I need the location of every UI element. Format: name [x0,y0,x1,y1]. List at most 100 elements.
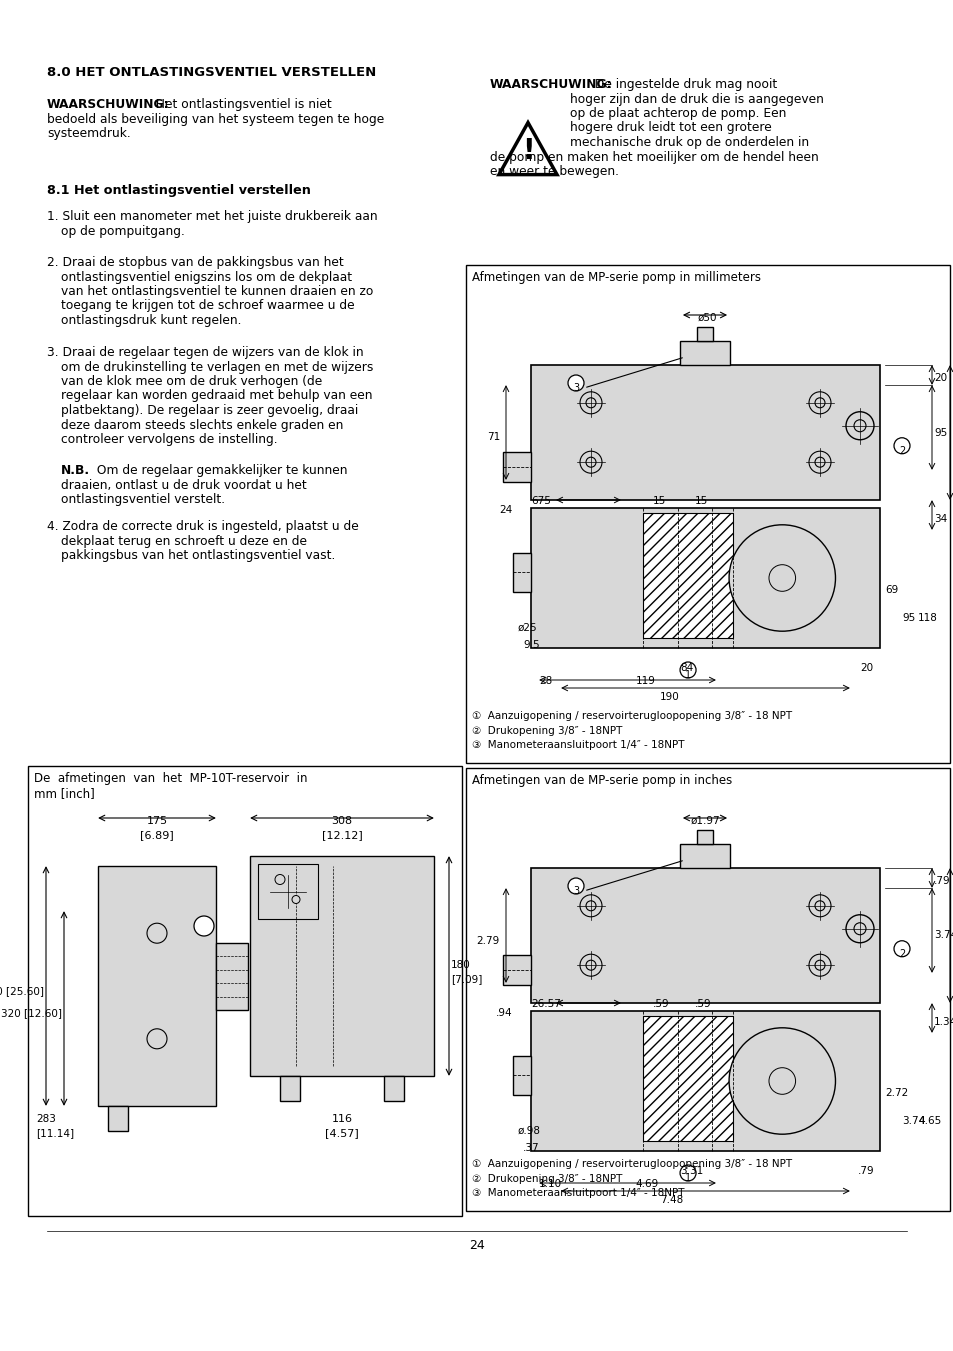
Text: Afmetingen van de MP-serie pomp in inches: Afmetingen van de MP-serie pomp in inche… [472,774,732,788]
Text: 28: 28 [538,676,552,686]
Bar [250,857,434,1075]
Text: 8.0 HET ONTLASTINGSVENTIEL VERSTELLEN: 8.0 HET ONTLASTINGSVENTIEL VERSTELLEN [47,66,375,78]
Text: 320 [12.60]: 320 [12.60] [1,1008,62,1019]
Text: 2.72: 2.72 [884,1088,907,1098]
Text: van de klok mee om de druk verhogen (de: van de klok mee om de druk verhogen (de [61,376,322,388]
Text: 71: 71 [486,432,499,443]
Text: 3.74: 3.74 [901,1116,924,1125]
Text: ontlastingsventiel verstelt.: ontlastingsventiel verstelt. [61,493,225,507]
Text: de pomp en maken het moeilijker om de hendel heen: de pomp en maken het moeilijker om de he… [490,150,818,163]
Circle shape [768,1067,795,1094]
Text: De  afmetingen  van  het  MP-10T-reservoir  in: De afmetingen van het MP-10T-reservoir i… [34,771,307,785]
Text: 174: 174 [951,432,953,443]
Text: toegang te krijgen tot de schroef waarmee u de: toegang te krijgen tot de schroef waarme… [61,300,355,312]
Bar [697,327,712,340]
Text: .59: .59 [653,998,669,1009]
Text: 69: 69 [884,585,898,594]
Text: .94: .94 [496,1008,513,1019]
Circle shape [728,1028,835,1135]
Bar [531,1011,879,1151]
Circle shape [147,923,167,943]
Bar [280,1075,299,1101]
Text: 1: 1 [684,670,690,680]
Text: Het ontlastingsventiel is niet: Het ontlastingsventiel is niet [148,99,332,111]
Bar [384,1075,403,1101]
Bar [465,265,949,763]
Circle shape [585,901,596,911]
Text: [7.09]: [7.09] [451,974,482,984]
Text: 4.69: 4.69 [635,1179,659,1189]
Text: [4.57]: [4.57] [325,1128,358,1138]
Text: mechanische druk op de onderdelen in: mechanische druk op de onderdelen in [569,136,808,149]
Text: 4. Zodra de correcte druk is ingesteld, plaatst u de: 4. Zodra de correcte druk is ingesteld, … [47,520,358,534]
Text: 34: 34 [933,513,946,524]
Text: .79: .79 [933,875,949,886]
Text: 20: 20 [859,663,872,673]
Text: ontlastingsventiel enigszins los om de dekplaat: ontlastingsventiel enigszins los om de d… [61,270,352,284]
Text: .59: .59 [695,998,711,1009]
Text: ②  Drukopening 3/8″ - 18NPT: ② Drukopening 3/8″ - 18NPT [472,725,621,735]
Text: 7.48: 7.48 [659,1196,682,1205]
Circle shape [679,1165,696,1181]
Text: dekplaat terug en schroeft u deze en de: dekplaat terug en schroeft u deze en de [61,535,307,547]
Text: 118: 118 [917,613,937,623]
Text: 2: 2 [898,948,904,959]
Text: en weer te bewegen.: en weer te bewegen. [490,165,618,178]
Text: N.B.: N.B. [61,463,90,477]
Bar [502,453,531,482]
Text: Afmetingen van de MP-serie pomp in millimeters: Afmetingen van de MP-serie pomp in milli… [472,272,760,284]
Text: ø50: ø50 [697,313,716,323]
Circle shape [292,896,299,904]
Text: 1. Sluit een manometer met het juiste drukbereik aan: 1. Sluit een manometer met het juiste dr… [47,209,377,223]
Bar [215,943,248,1011]
Text: ontlastingsdruk kunt regelen.: ontlastingsdruk kunt regelen. [61,313,241,327]
Text: 3.31: 3.31 [679,1166,702,1175]
Text: hoger zijn dan de druk die is aangegeven: hoger zijn dan de druk die is aangegeven [569,92,823,105]
Text: ③  Manometeraansluitpoort 1/4″ - 18NPT: ③ Manometeraansluitpoort 1/4″ - 18NPT [472,1188,684,1198]
Text: 9.5: 9.5 [522,640,539,650]
Text: draaien, ontlast u de druk voordat u het: draaien, ontlast u de druk voordat u het [61,478,307,492]
Circle shape [814,397,824,408]
Text: 4.65: 4.65 [917,1116,941,1125]
Bar [642,513,733,638]
Text: 308: 308 [331,816,353,825]
Bar [642,1016,733,1142]
Text: [12.12]: [12.12] [321,830,362,840]
Text: systeemdruk.: systeemdruk. [47,127,131,141]
Text: .79: .79 [857,1166,874,1175]
Circle shape [893,940,909,957]
Circle shape [579,451,601,473]
Circle shape [808,954,830,977]
Circle shape [567,376,583,390]
Circle shape [679,662,696,678]
Circle shape [585,961,596,970]
Bar [697,830,712,844]
Text: 6.85: 6.85 [951,935,953,946]
Text: [6.89]: [6.89] [140,830,173,840]
Circle shape [808,451,830,473]
Text: 180: 180 [451,961,470,970]
Bar [679,340,729,365]
Text: 1: 1 [684,1173,690,1183]
Bar [502,955,531,985]
Text: op de pompuitgang.: op de pompuitgang. [61,224,185,238]
Bar [513,553,531,592]
Text: 119: 119 [635,676,655,686]
Text: 8.1 Het ontlastingsventiel verstellen: 8.1 Het ontlastingsventiel verstellen [47,184,311,197]
Circle shape [567,878,583,894]
Text: 2: 2 [898,446,904,455]
Circle shape [808,392,830,413]
Text: bedoeld als beveiliging van het systeem tegen te hoge: bedoeld als beveiliging van het systeem … [47,112,384,126]
Circle shape [845,915,873,943]
Text: 24: 24 [469,1239,484,1252]
Circle shape [814,901,824,911]
Text: 3.74: 3.74 [933,931,953,940]
Text: ③  Manometeraansluitpoort 1/4″ - 18NPT: ③ Manometeraansluitpoort 1/4″ - 18NPT [472,740,684,750]
Text: op de plaat achterop de pomp. Een: op de plaat achterop de pomp. Een [569,107,785,120]
Circle shape [768,565,795,592]
Text: hogere druk leidt tot een grotere: hogere druk leidt tot een grotere [569,122,771,135]
Bar [465,767,949,1210]
Bar [98,866,215,1106]
Text: 283: 283 [36,1115,56,1124]
Circle shape [808,894,830,917]
